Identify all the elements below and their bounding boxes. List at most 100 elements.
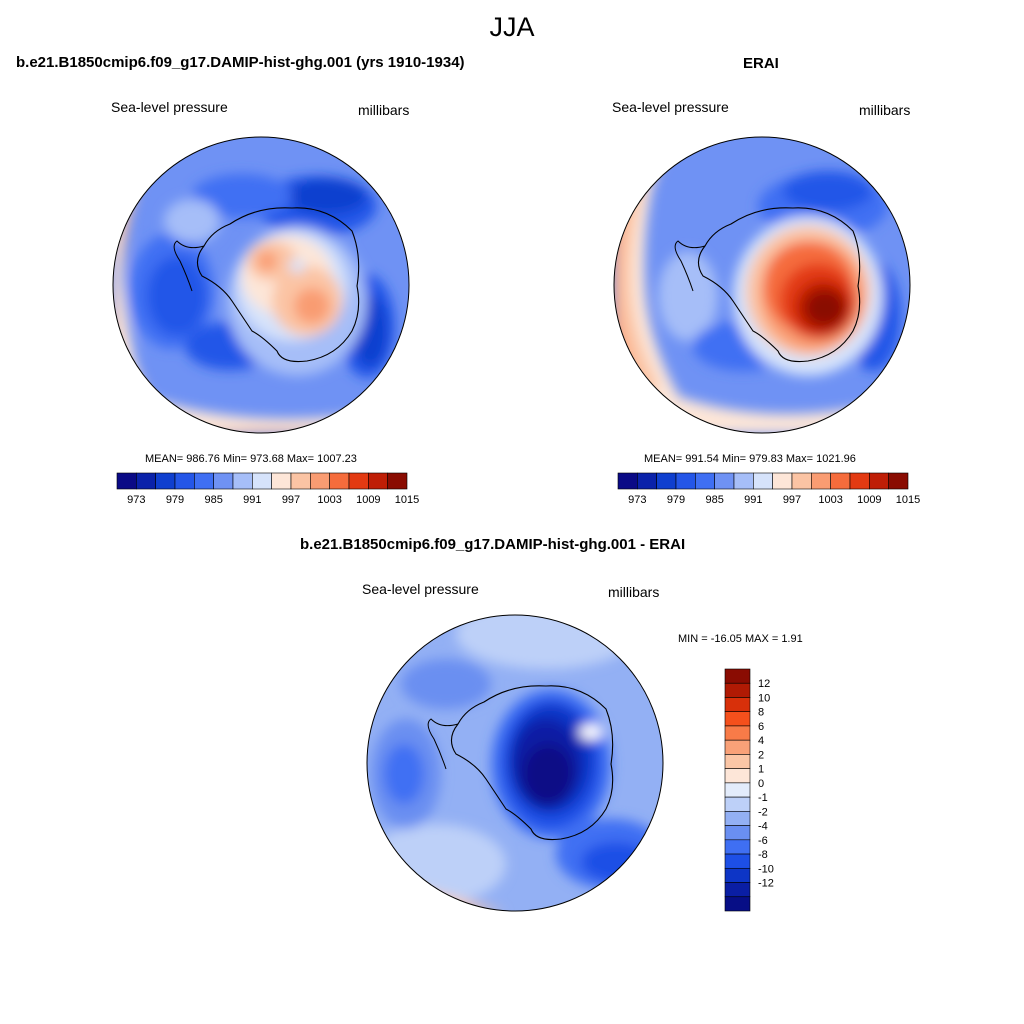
panel2-variable-label: Sea-level pressure [612, 99, 729, 115]
erai-colorbar-tick-label: 973 [628, 494, 646, 506]
difference-colorbar-tick-label: -6 [758, 835, 768, 847]
erai-colorbar-box [849, 472, 870, 490]
erai-colorbar-tick-label: 1009 [857, 494, 881, 506]
erai-colorbar-tick-label: 1003 [818, 494, 842, 506]
panel2-stats: MEAN= 991.54 Min= 979.83 Max= 1021.96 [644, 453, 856, 465]
difference-colorbar-box [724, 768, 751, 784]
erai-colorbar: 973 979 985 991 997 1003 1009 1015 [617, 472, 920, 506]
difference-colorbar-box [724, 839, 751, 855]
difference-colorbar-box [724, 896, 751, 912]
panel1-title: b.e21.B1850cmip6.f09_g17.DAMIP-hist-ghg.… [16, 54, 465, 71]
difference-colorbar-tick-label: 12 [758, 678, 770, 690]
antarctica-coastline [196, 207, 360, 363]
model-colorbar: 973 979 985 991 997 1003 1009 1015 [116, 472, 419, 506]
difference-colorbar-box [724, 825, 751, 841]
difference-colorbar-tick-label: 6 [758, 721, 764, 733]
erai-colorbar-box [695, 472, 715, 490]
difference-colorbar-box [724, 682, 751, 698]
panel2-units-label: millibars [859, 102, 911, 118]
panel3-units-label: millibars [608, 584, 660, 600]
model-colorbar-tick-label: 1003 [317, 494, 341, 506]
erai-colorbar-box [733, 472, 754, 490]
model-colorbar-box [194, 472, 214, 490]
model-colorbar-tick-label: 973 [127, 494, 145, 506]
erai-colorbar-tick-label: 997 [783, 494, 801, 506]
erai-colorbar-box [811, 472, 831, 490]
model-colorbar-box [290, 472, 311, 490]
model-colorbar-box [232, 472, 253, 490]
difference-colorbar-tick-label: -4 [758, 821, 768, 833]
erai-colorbar-tick-label: 991 [744, 494, 762, 506]
model-colorbar-box [213, 472, 234, 490]
model-colorbar-tick-label: 991 [243, 494, 261, 506]
panel1-variable-label: Sea-level pressure [111, 99, 228, 115]
difference-colorbar-box [724, 867, 751, 883]
erai-colorbar-box [617, 472, 638, 490]
difference-colorbar-box [724, 668, 751, 684]
model-colorbar-box [116, 472, 137, 490]
erai-colorbar-box [656, 472, 677, 490]
difference-colorbar-box [724, 853, 751, 869]
difference-colorbar-tick-label: -8 [758, 849, 768, 861]
difference-colorbar-box [724, 882, 751, 898]
difference-colorbar-box [724, 711, 751, 727]
antarctica-coastline [697, 207, 861, 363]
erai-colorbar-box [830, 472, 851, 490]
difference-colorbar-tick-label: -12 [758, 878, 774, 890]
erai-colorbar-box [791, 472, 812, 490]
difference-colorbar-tick-label: 10 [758, 692, 770, 704]
model-colorbar-tick-label: 997 [282, 494, 300, 506]
difference-colorbar-box [724, 754, 751, 769]
model-slp-map [112, 136, 410, 434]
panel2-title: ERAI [743, 55, 779, 72]
difference-colorbar-tick-label: 4 [758, 735, 764, 747]
model-colorbar-box [368, 472, 388, 490]
erai-colorbar-box [772, 472, 793, 490]
erai-colorbar-box [888, 472, 909, 490]
difference-colorbar-tick-label: -10 [758, 863, 774, 875]
model-colorbar-box [252, 472, 272, 490]
model-colorbar-box [155, 472, 176, 490]
model-colorbar-box [329, 472, 350, 490]
difference-colorbar-box [724, 782, 751, 798]
difference-colorbar-tick-label: 2 [758, 749, 764, 761]
difference-slp-map [366, 614, 664, 912]
model-colorbar-box [136, 472, 156, 490]
antarctic-peninsula-coastline [674, 240, 706, 292]
difference-colorbar-box [724, 811, 751, 826]
difference-colorbar-tick-label: 1 [758, 764, 764, 776]
model-colorbar-tick-label: 1009 [356, 494, 380, 506]
erai-colorbar-box [753, 472, 773, 490]
model-colorbar-tick-label: 1015 [395, 494, 419, 506]
erai-colorbar-tick-label: 979 [667, 494, 685, 506]
panel3-variable-label: Sea-level pressure [362, 581, 479, 597]
panel1-units-label: millibars [358, 102, 410, 118]
panel1-stats: MEAN= 986.76 Min= 973.68 Max= 1007.23 [145, 453, 357, 465]
model-colorbar-tick-label: 979 [166, 494, 184, 506]
erai-colorbar-tick-label: 1015 [896, 494, 920, 506]
erai-slp-map [613, 136, 911, 434]
panel3-stats: MIN = -16.05 MAX = 1.91 [678, 633, 803, 645]
model-colorbar-box [271, 472, 292, 490]
difference-colorbar-box [724, 739, 751, 755]
erai-colorbar-box [714, 472, 735, 490]
antarctic-peninsula-coastline [173, 240, 205, 292]
figure-title: JJA [489, 12, 535, 42]
erai-colorbar-box [675, 472, 696, 490]
difference-colorbar-tick-label: -2 [758, 806, 768, 818]
difference-colorbar-tick-label: 8 [758, 707, 764, 719]
model-colorbar-box [387, 472, 408, 490]
model-colorbar-tick-label: 985 [204, 494, 222, 506]
model-colorbar-box [174, 472, 195, 490]
difference-colorbar-box [724, 725, 751, 741]
model-colorbar-box [310, 472, 330, 490]
antarctica-coastline [450, 685, 614, 841]
erai-colorbar-box [869, 472, 889, 490]
panel3-title: b.e21.B1850cmip6.f09_g17.DAMIP-hist-ghg.… [300, 536, 686, 553]
erai-colorbar-box [637, 472, 657, 490]
model-colorbar-box [348, 472, 369, 490]
difference-colorbar-box [724, 796, 751, 812]
antarctic-peninsula-coastline [427, 718, 459, 770]
difference-colorbar-tick-label: 0 [758, 778, 764, 790]
